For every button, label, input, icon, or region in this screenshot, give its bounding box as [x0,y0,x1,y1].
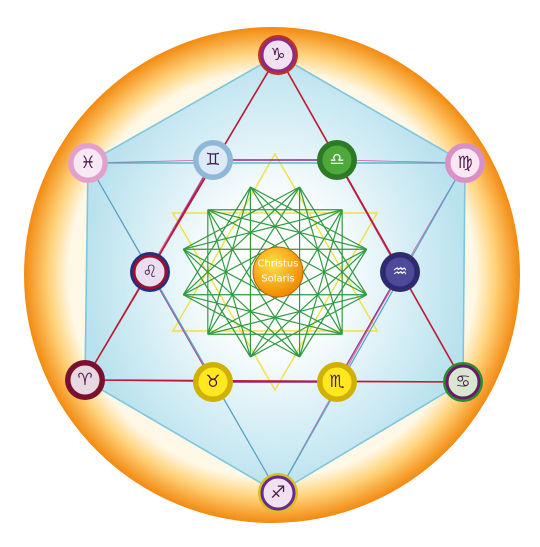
node-label: ♈ [77,370,92,390]
node-label: ♏ [329,372,344,392]
node-label: ♋ [455,372,470,392]
center-label: Solaris [261,274,294,285]
node-label: ♌ [142,262,157,282]
center-label: Christus [258,259,299,270]
node-label: ♓ [80,153,95,173]
center-node [253,247,303,297]
node-label: ♒ [392,262,407,282]
diagram: ♑ ♓ ♊ ♎ ♍ ♌ ♒ ♈ ♉ ♏ ♋ ♐ Christus Solaris [0,0,540,543]
node-label: ♍ [457,153,472,173]
node-label: ♎ [329,150,344,170]
node-label: ♉ [205,372,220,392]
node-label: ♑ [270,45,285,65]
node-label: ♐ [270,483,285,503]
node-label: ♊ [205,150,220,170]
